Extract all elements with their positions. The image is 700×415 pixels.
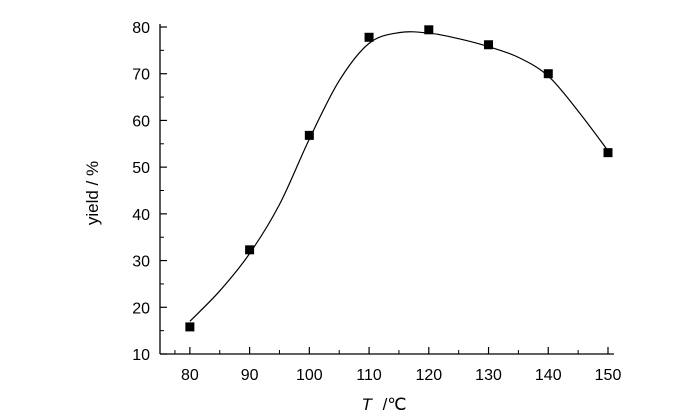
x-axis-title: T /℃: [362, 395, 407, 414]
y-tick-label: 50: [132, 160, 150, 177]
y-axis-title: yield / %: [83, 161, 102, 225]
y-tick-label: 70: [132, 67, 150, 84]
x-tick-label: 150: [595, 367, 622, 384]
data-point: [185, 322, 195, 332]
y-tick-label: 10: [132, 347, 150, 364]
data-point: [245, 245, 255, 255]
y-tick-label: 60: [132, 113, 150, 130]
x-axis-unit: /℃: [383, 395, 407, 414]
x-tick-label: 110: [356, 367, 382, 384]
data-point: [543, 69, 553, 79]
y-tick-label: 40: [132, 207, 150, 224]
y-tick-label: 30: [132, 254, 150, 271]
x-tick-label: 120: [415, 367, 442, 384]
y-axis: 10 20 30 40 50 60 70 80: [132, 20, 167, 364]
x-axis: 80 90 100 110 120 130 140 150: [160, 347, 621, 384]
y-tick-label: 80: [132, 20, 150, 37]
x-tick-label: 80: [181, 367, 199, 384]
data-point: [424, 25, 434, 35]
fit-curve: [189, 31, 609, 322]
x-axis-variable: T: [362, 395, 374, 414]
x-tick-label: 100: [296, 367, 323, 384]
x-tick-label: 90: [241, 367, 259, 384]
data-point: [603, 148, 613, 158]
data-point: [304, 130, 314, 140]
x-tick-label: 140: [535, 367, 562, 384]
y-tick-label: 20: [132, 300, 150, 317]
plot-area: [185, 25, 613, 332]
data-point: [484, 40, 494, 50]
x-tick-label: 130: [475, 367, 502, 384]
data-point: [364, 32, 374, 42]
